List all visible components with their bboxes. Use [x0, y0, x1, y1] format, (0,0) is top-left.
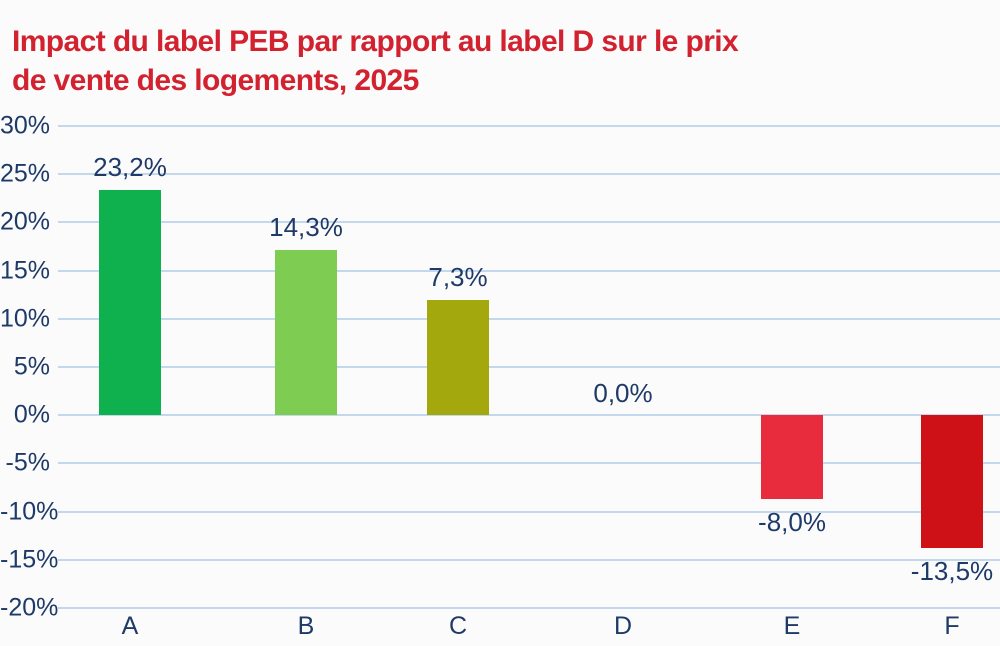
bar-A	[99, 189, 161, 416]
x-label-E: E	[783, 612, 801, 640]
chart-title-line2: de vente des logements, 2025	[12, 64, 419, 97]
x-label-B: B	[297, 612, 315, 640]
gridline--15%	[58, 558, 1000, 561]
y-tick-20%: 20%	[0, 207, 51, 236]
gridline--20%	[58, 607, 1000, 609]
bar-B	[275, 250, 337, 416]
bar-F	[921, 415, 983, 549]
bar-value-label-E: -8,0%	[758, 507, 826, 538]
y-tick--15%: -15%	[0, 545, 59, 574]
gridline-0%	[58, 414, 1000, 417]
x-label-D: D	[613, 612, 633, 640]
bar-value-label-F: -13,5%	[910, 556, 994, 587]
y-tick-25%: 25%	[0, 159, 51, 188]
bar-E	[761, 415, 823, 500]
bar-C	[427, 299, 489, 416]
y-tick-15%: 15%	[0, 256, 51, 285]
bar-value-label-C: 7,3%	[428, 261, 488, 292]
bar-value-label-B: 14,3%	[269, 212, 343, 243]
y-tick-0%: 0%	[13, 400, 50, 429]
chart-title-line1: Impact du label PEB par rapport au label…	[12, 25, 739, 58]
y-tick--20%: -20%	[0, 593, 59, 622]
y-tick-5%: 5%	[13, 352, 50, 381]
x-label-A: A	[121, 612, 139, 640]
y-tick-10%: 10%	[0, 304, 51, 333]
gridline-20%	[58, 221, 1000, 224]
gridline-15%	[58, 269, 1000, 272]
y-tick-30%: 30%	[0, 111, 51, 140]
gridline--5%	[58, 462, 1000, 465]
bar-value-label-D: 0,0%	[593, 378, 653, 409]
y-tick--5%: -5%	[5, 448, 50, 477]
gridline-5%	[58, 366, 1000, 368]
x-label-C: C	[448, 612, 468, 640]
chart-title: Impact du label PEB par rapport au label…	[12, 22, 739, 100]
x-label-F: F	[944, 612, 960, 640]
gridline-10%	[58, 317, 1000, 320]
y-tick--10%: -10%	[0, 497, 59, 526]
gridline--10%	[58, 510, 1000, 513]
gridline-30%	[58, 125, 1000, 127]
gridline-25%	[58, 173, 1000, 176]
bar-value-label-A: 23,2%	[93, 151, 167, 182]
